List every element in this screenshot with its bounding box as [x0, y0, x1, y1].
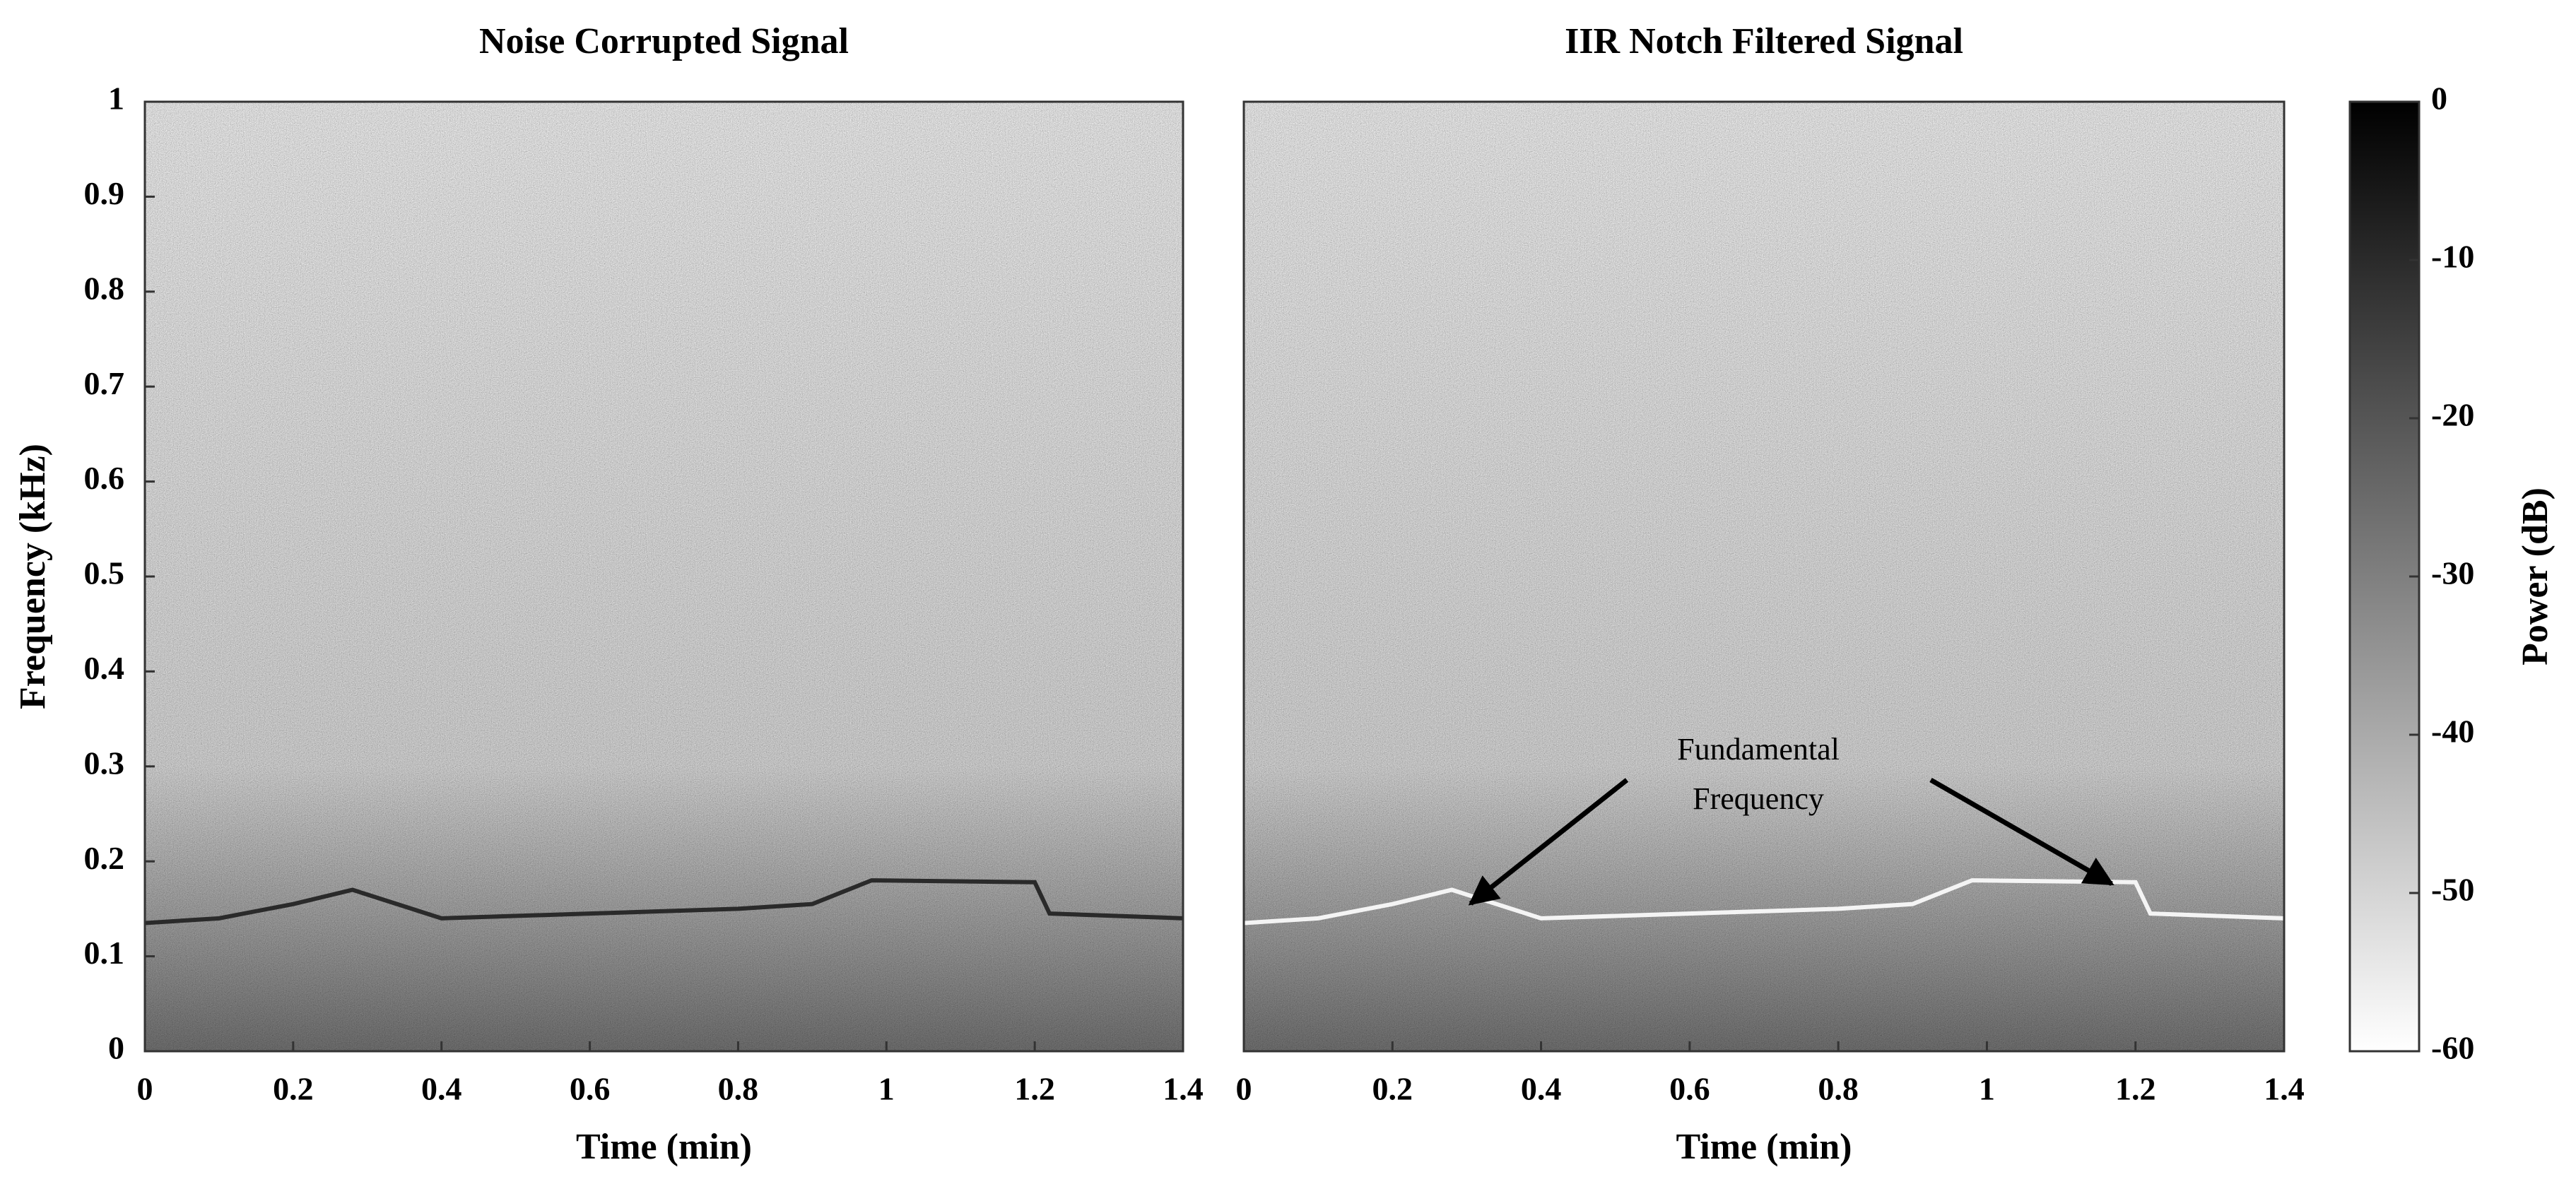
x-tick-label: 0.4	[1521, 1071, 1562, 1107]
y-tick-label: 0.8	[84, 270, 125, 306]
x-tick-label: 1.4	[2264, 1071, 2305, 1107]
annotation-arrow	[1468, 778, 1629, 906]
y-tick-label: 0.7	[84, 365, 125, 401]
spectrogram-shade	[1244, 102, 2284, 1051]
fundamental-track	[1243, 878, 2285, 925]
x-tick-label: 0	[1236, 1071, 1252, 1107]
colorbar	[2348, 100, 2421, 1053]
x-tick-label: 1	[1979, 1071, 1995, 1107]
x-tick-label: 0.8	[718, 1071, 759, 1107]
colorbar-tick-label: -30	[2431, 555, 2474, 591]
x-tick-label: 1	[878, 1071, 895, 1107]
chart-title: IIR Notch Filtered Signal	[1565, 21, 1963, 61]
x-tick-label: 0.4	[421, 1071, 462, 1107]
y-tick-label: 0.6	[84, 460, 125, 496]
colorbar-tick-label: -40	[2431, 714, 2474, 750]
fundamental-track	[144, 878, 1184, 925]
x-axis-label: Time (min)	[576, 1127, 752, 1167]
spectrogram-shade	[145, 102, 1183, 1051]
colorbar-label: Power (dB)	[2515, 487, 2556, 666]
x-tick-label: 0.2	[273, 1071, 314, 1107]
y-tick-label: 0.4	[84, 650, 125, 686]
y-axis-label: Frequency (kHz)	[13, 444, 53, 709]
chart-title: Noise Corrupted Signal	[479, 21, 849, 61]
y-tick-label: 0.1	[84, 935, 125, 971]
colorbar-tick-label: -60	[2431, 1030, 2474, 1066]
colorbar-tick-label: -20	[2431, 397, 2474, 433]
x-axis-label: Time (min)	[1676, 1127, 1852, 1167]
annotation: Frequency	[1693, 781, 1824, 816]
colorbar-tick-label: 0	[2431, 81, 2447, 117]
x-tick-label: 0.6	[1669, 1071, 1710, 1107]
x-tick-label: 1.2	[2115, 1071, 2156, 1107]
y-tick-label: 0.9	[84, 175, 125, 211]
colorbar-tick-label: -50	[2431, 872, 2474, 908]
y-tick-label: 0.3	[84, 745, 125, 781]
annotation-arrow	[1929, 777, 2115, 887]
y-tick-label: 0.2	[84, 840, 125, 876]
x-tick-label: 1.2	[1014, 1071, 1055, 1107]
y-tick-label: 0.5	[84, 555, 125, 591]
x-tick-label: 0.6	[570, 1071, 611, 1107]
y-tick-label: 0	[108, 1030, 124, 1066]
colorbar-tick-label: -10	[2431, 239, 2474, 275]
y-tick-label: 1	[108, 81, 124, 117]
x-tick-label: 0.8	[1818, 1071, 1859, 1107]
x-tick-label: 0.2	[1372, 1071, 1413, 1107]
plot-frame	[1242, 100, 2286, 1053]
x-tick-label: 0	[137, 1071, 153, 1107]
annotation: Fundamental	[1677, 732, 1840, 767]
x-tick-label: 1.4	[1163, 1071, 1204, 1107]
